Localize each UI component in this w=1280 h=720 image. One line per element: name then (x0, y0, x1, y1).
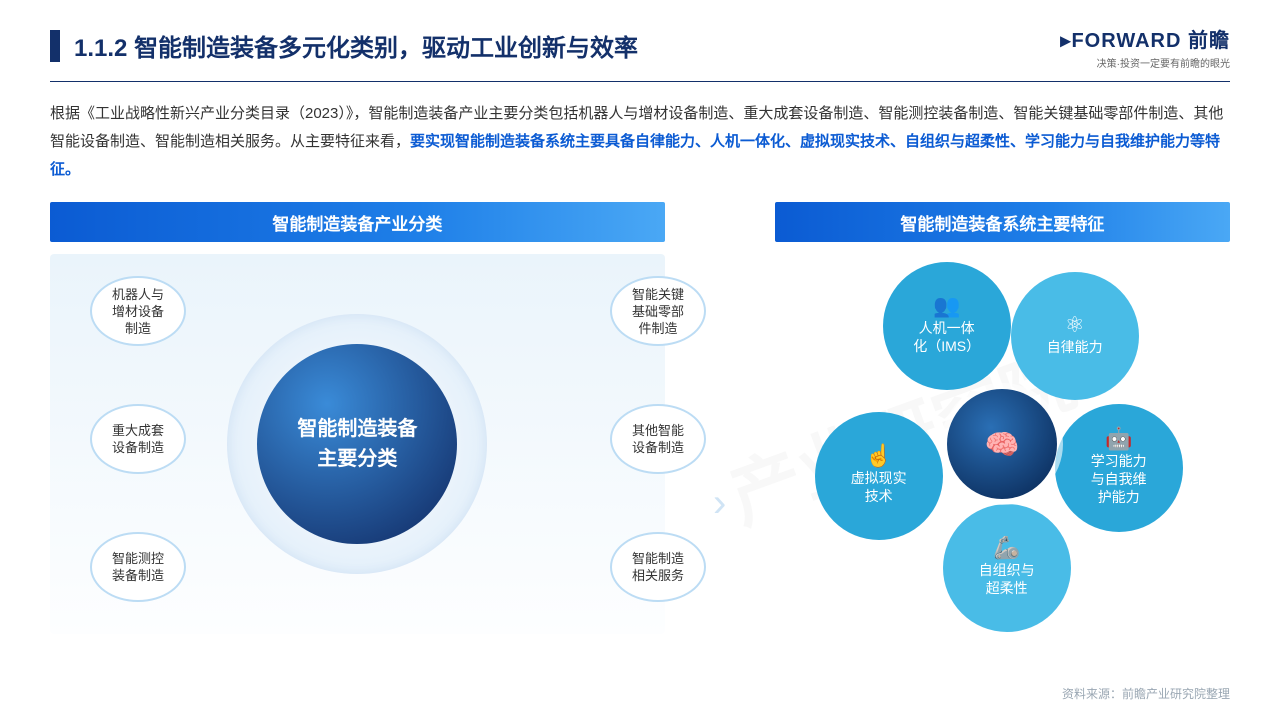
feature-icon: 🦾 (993, 539, 1020, 557)
category-pill: 其他智能 设备制造 (610, 404, 706, 474)
intro-paragraph: 根据《工业战略性新兴产业分类目录（2023）》，智能制造装备产业主要分类包括机器… (0, 82, 1280, 184)
panel-separator-icon: › (705, 202, 735, 634)
source-citation: 资料来源：前瞻产业研究院整理 (1062, 685, 1230, 702)
feature-icon: 👥 (933, 297, 960, 315)
feature-petal: 🦾 自组织与 超柔性 (943, 504, 1071, 632)
left-panel-title: 智能制造装备产业分类 (50, 202, 665, 242)
category-pill: 智能制造 相关服务 (610, 532, 706, 602)
right-panel-title: 智能制造装备系统主要特征 (775, 202, 1230, 242)
feature-petal: 👥 人机一体 化（IMS） (883, 262, 1011, 390)
feature-label: 自组织与 超柔性 (979, 561, 1035, 597)
feature-label: 虚拟现实 技术 (851, 469, 907, 505)
feature-petal: ☝ 虚拟现实 技术 (815, 412, 943, 540)
hub-circle: 🧠 (947, 389, 1057, 499)
brand-arrow-icon: ▸ (1060, 30, 1071, 52)
outer-ring: 智能制造装备 主要分类 (227, 314, 487, 574)
center-diagram: 智能制造装备 主要分类 (227, 314, 487, 574)
feature-icon: ⚛ (1065, 316, 1085, 334)
feature-label: 人机一体 化（IMS） (913, 319, 980, 355)
category-pill: 智能关键 基础零部 件制造 (610, 276, 706, 346)
left-panel-body: 智能制造装备 主要分类 机器人与 增材设备 制造重大成套 设备制造智能测控 装备… (50, 254, 665, 634)
title-text: 智能制造装备多元化类别，驱动工业创新与效率 (134, 35, 638, 62)
feature-label: 学习能力 与自我维 护能力 (1091, 452, 1147, 506)
right-panel-body: 👥 人机一体 化（IMS） ⚛ 自律能力 🤖 学习能力 与自我维 护能力 🦾 自组织与 超柔性… (775, 254, 1230, 634)
category-pill: 重大成套 设备制造 (90, 404, 186, 474)
left-panel: 智能制造装备产业分类 智能制造装备 主要分类 机器人与 增材设备 制造重大成套 … (50, 202, 665, 634)
content-row: 智能制造装备产业分类 智能制造装备 主要分类 机器人与 增材设备 制造重大成套 … (0, 184, 1280, 634)
brand-tagline: 决策·投资一定要有前瞻的眼光 (1060, 55, 1230, 70)
brain-icon: 🧠 (985, 428, 1020, 461)
category-pill: 机器人与 增材设备 制造 (90, 276, 186, 346)
brand-name: ▸FORWARD 前瞻 (1060, 24, 1230, 53)
feature-petal: ⚛ 自律能力 (1011, 272, 1139, 400)
category-pill: 智能测控 装备制造 (90, 532, 186, 602)
core-label: 智能制造装备 主要分类 (297, 414, 417, 474)
brand-logo: ▸FORWARD 前瞻 决策·投资一定要有前瞻的眼光 (1060, 24, 1230, 70)
right-panel: 智能制造装备系统主要特征 👥 人机一体 化（IMS） ⚛ 自律能力 🤖 学习能力 与自我维… (775, 202, 1230, 634)
feature-petal: 🤖 学习能力 与自我维 护能力 (1055, 404, 1183, 532)
feature-label: 自律能力 (1047, 338, 1103, 356)
feature-icon: 🤖 (1105, 430, 1132, 448)
title-accent-bar (50, 30, 60, 62)
section-number: 1.1.2 (74, 35, 127, 62)
feature-icon: ☝ (865, 447, 892, 465)
core-circle: 智能制造装备 主要分类 (257, 344, 457, 544)
page-title: 1.1.2 智能制造装备多元化类别，驱动工业创新与效率 (74, 28, 638, 63)
